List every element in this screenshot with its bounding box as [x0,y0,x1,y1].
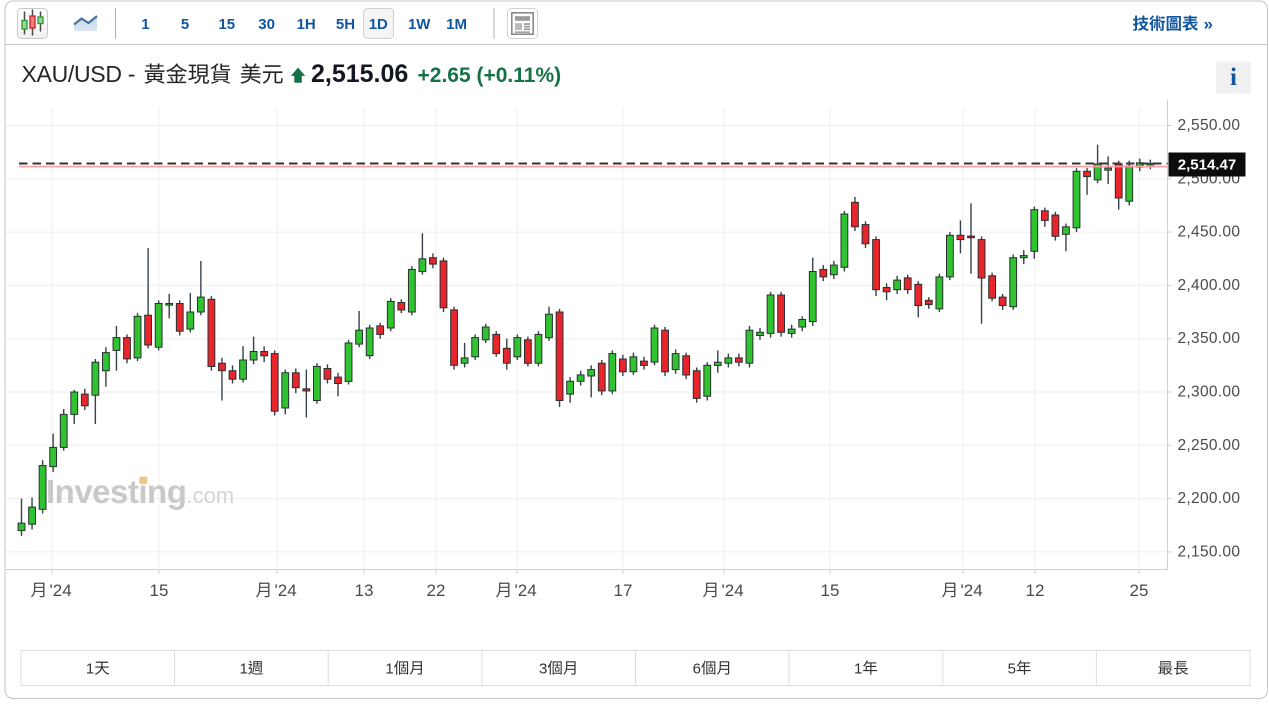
svg-text:2,350.00: 2,350.00 [1178,330,1241,347]
svg-text:17: 17 [614,581,633,600]
svg-text:1W: 1W [408,16,431,33]
svg-text:2,514.47: 2,514.47 [1178,157,1236,174]
svg-text:13: 13 [355,581,374,600]
svg-text:15: 15 [150,581,169,600]
svg-text:15: 15 [821,581,840,600]
svg-text:.com: .com [187,483,235,508]
svg-text:2,400.00: 2,400.00 [1178,277,1241,294]
svg-text:1D: 1D [369,16,388,33]
svg-text:'24: '24 [515,581,537,600]
svg-text:1H: 1H [297,16,316,33]
svg-text:1M: 1M [446,16,467,33]
svg-text:1: 1 [141,16,149,33]
svg-text:i: i [1230,64,1237,91]
svg-text:2,250.00: 2,250.00 [1178,437,1241,454]
svg-text:5: 5 [1008,661,1016,678]
svg-text:2,150.00: 2,150.00 [1178,543,1241,560]
svg-text:»: » [1204,15,1213,34]
svg-text:'24: '24 [961,581,983,600]
svg-text:12: 12 [1026,581,1045,600]
svg-text:3: 3 [539,661,547,678]
svg-text:'24: '24 [275,581,297,600]
svg-text:'24: '24 [50,581,72,600]
svg-text:1: 1 [385,661,393,678]
svg-text:30: 30 [258,16,275,33]
svg-text:'24: '24 [722,581,744,600]
svg-text:Investing: Investing [46,473,186,510]
svg-text:2,300.00: 2,300.00 [1178,384,1241,401]
svg-text:2,200.00: 2,200.00 [1178,490,1241,507]
svg-text:XAU/USD -: XAU/USD - [22,61,136,87]
svg-text:6: 6 [693,661,701,678]
svg-text:25: 25 [1130,581,1149,600]
svg-text:2,515.06: 2,515.06 [311,60,408,88]
svg-text:5: 5 [181,16,189,33]
svg-text:1: 1 [854,661,862,678]
svg-text:2,550.00: 2,550.00 [1178,117,1241,134]
svg-text:1: 1 [240,661,248,678]
svg-text:22: 22 [427,581,446,600]
svg-text:+2.65 (+0.11%): +2.65 (+0.11%) [418,64,562,87]
svg-text:5H: 5H [336,16,355,33]
svg-text:2,450.00: 2,450.00 [1178,224,1241,241]
svg-text:1: 1 [86,661,94,678]
svg-text:15: 15 [218,16,235,33]
